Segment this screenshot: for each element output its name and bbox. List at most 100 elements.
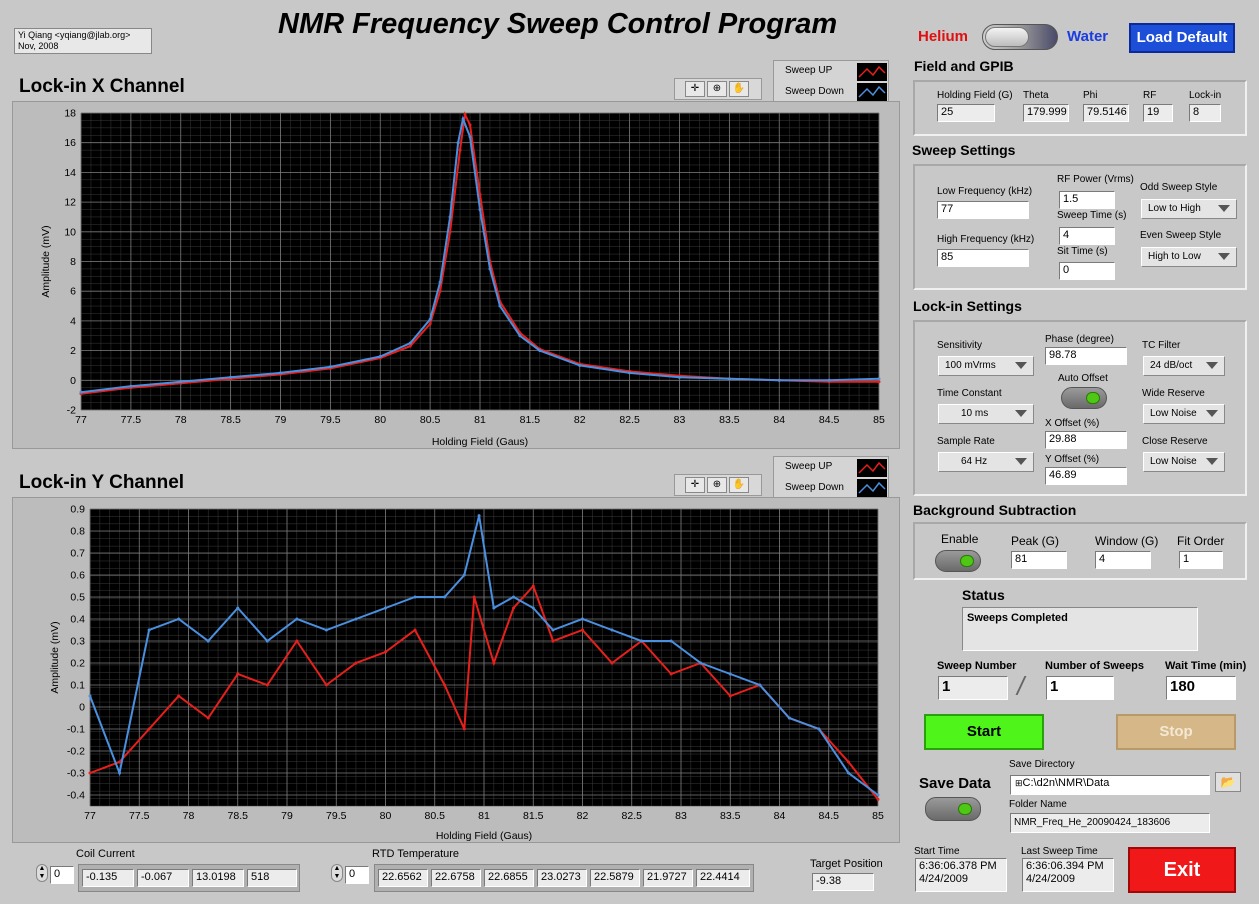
rtd-index[interactable]: 0 — [345, 866, 369, 884]
helium-water-toggle[interactable] — [982, 24, 1058, 50]
sample-rate-select[interactable]: 64 Hz — [938, 452, 1034, 472]
sweep-up-point — [462, 727, 466, 731]
close-reserve-select[interactable]: Low Noise — [1143, 452, 1225, 472]
time-constant-select[interactable]: 10 ms — [938, 404, 1034, 424]
x-tick-label: 79 — [281, 810, 293, 822]
sweep-down-point — [177, 617, 181, 621]
sweep-down-point — [512, 595, 516, 599]
crosshair-icon[interactable]: ✛ — [685, 477, 705, 493]
sweep-down-point — [468, 135, 472, 139]
coil-value: -0.067 — [137, 869, 189, 887]
phi-label: Phi — [1083, 90, 1098, 101]
zoom-icon[interactable]: ⊕ — [707, 477, 727, 493]
sweep-down-point — [79, 390, 83, 394]
app-title: NMR Frequency Sweep Control Program — [278, 8, 838, 40]
coil-index-spinner[interactable]: ▲ ▼ — [36, 864, 48, 882]
sweep-up-point — [324, 683, 328, 687]
x-channel-chart[interactable]: 77 77.5 78 78.5 79 79.5 80 80.5 81 81.5 82 82.5 83 83… — [13, 102, 901, 450]
coil-current-array: -0.135 -0.067 13.0198 518 — [78, 864, 300, 892]
x-tick-label: 81.5 — [523, 810, 544, 822]
y-axis-label: Amplitude (mV) — [49, 621, 61, 693]
browse-folder-icon[interactable]: 📂 — [1215, 772, 1241, 792]
sit-time-input[interactable]: 0 — [1059, 262, 1115, 280]
hand-icon[interactable]: ✋ — [729, 81, 749, 97]
lockin-settings-panel: Sensitivity 100 mVrms Time Constant 10 m… — [913, 320, 1247, 496]
sweep-up-point — [531, 584, 535, 588]
rtd-value: 23.0273 — [537, 869, 587, 887]
rtd-index-spinner[interactable]: ▲ ▼ — [331, 864, 343, 882]
peak-input[interactable]: 81 — [1011, 551, 1067, 569]
sweep-up-point — [478, 193, 482, 197]
sweep-up-point — [448, 230, 452, 234]
sweep-up-point — [669, 672, 673, 676]
x-tick-label: 77.5 — [121, 414, 142, 426]
crosshair-icon[interactable]: ✛ — [685, 81, 705, 97]
legend-down-label: Sweep Down — [785, 482, 844, 493]
x-tick-label: 83 — [674, 414, 686, 426]
y-offset-input[interactable]: 46.89 — [1045, 467, 1127, 485]
load-default-button[interactable]: Load Default — [1129, 23, 1235, 53]
rtd-value: 21.9727 — [643, 869, 693, 887]
auto-offset-button[interactable] — [1061, 387, 1107, 409]
sweep-down-point — [758, 683, 762, 687]
sweep-up-point — [236, 672, 240, 676]
sweep-time-input[interactable]: 4 — [1059, 227, 1115, 245]
x-axis-label: Holding Field (Gaus) — [436, 830, 532, 842]
save-data-toggle[interactable] — [925, 797, 981, 821]
x-tick-label: 85 — [872, 810, 884, 822]
phase-input[interactable]: 98.78 — [1045, 347, 1127, 365]
even-sweep-style-label: Even Sweep Style — [1140, 230, 1222, 241]
x-tick-label: 79 — [275, 414, 287, 426]
sweep-down-point — [846, 771, 850, 775]
sweep-down-point — [456, 141, 460, 145]
x-tick-label: 84 — [774, 810, 786, 822]
exit-button[interactable]: Exit — [1128, 847, 1236, 893]
sweep-down-point — [827, 378, 831, 382]
y-tick-label: 0.5 — [70, 592, 85, 604]
coil-index[interactable]: 0 — [50, 866, 74, 884]
sweep-down-point — [206, 639, 210, 643]
zoom-icon[interactable]: ⊕ — [707, 81, 727, 97]
start-time-label: Start Time — [914, 846, 960, 857]
wait-time-input[interactable]: 180 — [1166, 676, 1236, 700]
sweep-down-point — [265, 639, 269, 643]
fit-order-input[interactable]: 1 — [1179, 551, 1223, 569]
rf-power-input[interactable]: 1.5 — [1059, 191, 1115, 209]
y-channel-chart[interactable]: 77 77.5 78 78.5 79 79.5 80 80.5 81 81.5 82 82.5 83 83… — [13, 498, 901, 844]
x-tick-label: 81 — [478, 810, 490, 822]
y-tick-label: -0.1 — [67, 724, 85, 736]
sweep-down-point — [354, 617, 358, 621]
window-input[interactable]: 4 — [1095, 551, 1151, 569]
rf-value: 19 — [1143, 104, 1173, 122]
start-time-clock: 6:36:06.378 PM — [919, 860, 997, 872]
sweep-down-point — [610, 628, 614, 632]
x-tick-label: 78.5 — [220, 414, 241, 426]
hand-icon[interactable]: ✋ — [729, 477, 749, 493]
theta-label: Theta — [1023, 90, 1049, 101]
high-frequency-input[interactable]: 85 — [937, 249, 1029, 267]
number-of-sweeps-input[interactable]: 1 — [1046, 676, 1114, 700]
save-directory-input[interactable]: ⊞C:\d2n\NMR\Data — [1010, 775, 1210, 795]
sweep-up-point — [438, 289, 442, 293]
sweep-down-point — [518, 334, 522, 338]
enable-toggle[interactable] — [935, 550, 981, 572]
x-offset-label: X Offset (%) — [1045, 418, 1100, 429]
x-tick-label: 82.5 — [622, 810, 643, 822]
x-offset-input[interactable]: 29.88 — [1045, 431, 1127, 449]
low-frequency-input[interactable]: 77 — [937, 201, 1029, 219]
coil-value: 13.0198 — [192, 869, 244, 887]
y-plot-tools[interactable]: ✛ ⊕ ✋ — [674, 474, 762, 496]
x-tick-label: 85 — [873, 414, 885, 426]
tc-filter-select[interactable]: 24 dB/oct — [1143, 356, 1225, 376]
even-sweep-style-select[interactable]: High to Low — [1141, 247, 1237, 267]
sweep-down-line — [89, 515, 879, 796]
x-plot-tools[interactable]: ✛ ⊕ ✋ — [674, 78, 762, 100]
sweep-down-point — [876, 793, 880, 797]
x-tick-label: 83.5 — [719, 414, 740, 426]
stop-button[interactable]: Stop — [1116, 714, 1236, 750]
wide-reserve-select[interactable]: Low Noise — [1143, 404, 1225, 424]
folder-name-value: NMR_Freq_He_20090424_183606 — [1010, 813, 1210, 833]
sensitivity-select[interactable]: 100 mVrms — [938, 356, 1034, 376]
start-button[interactable]: Start — [924, 714, 1044, 750]
odd-sweep-style-select[interactable]: Low to High — [1141, 199, 1237, 219]
